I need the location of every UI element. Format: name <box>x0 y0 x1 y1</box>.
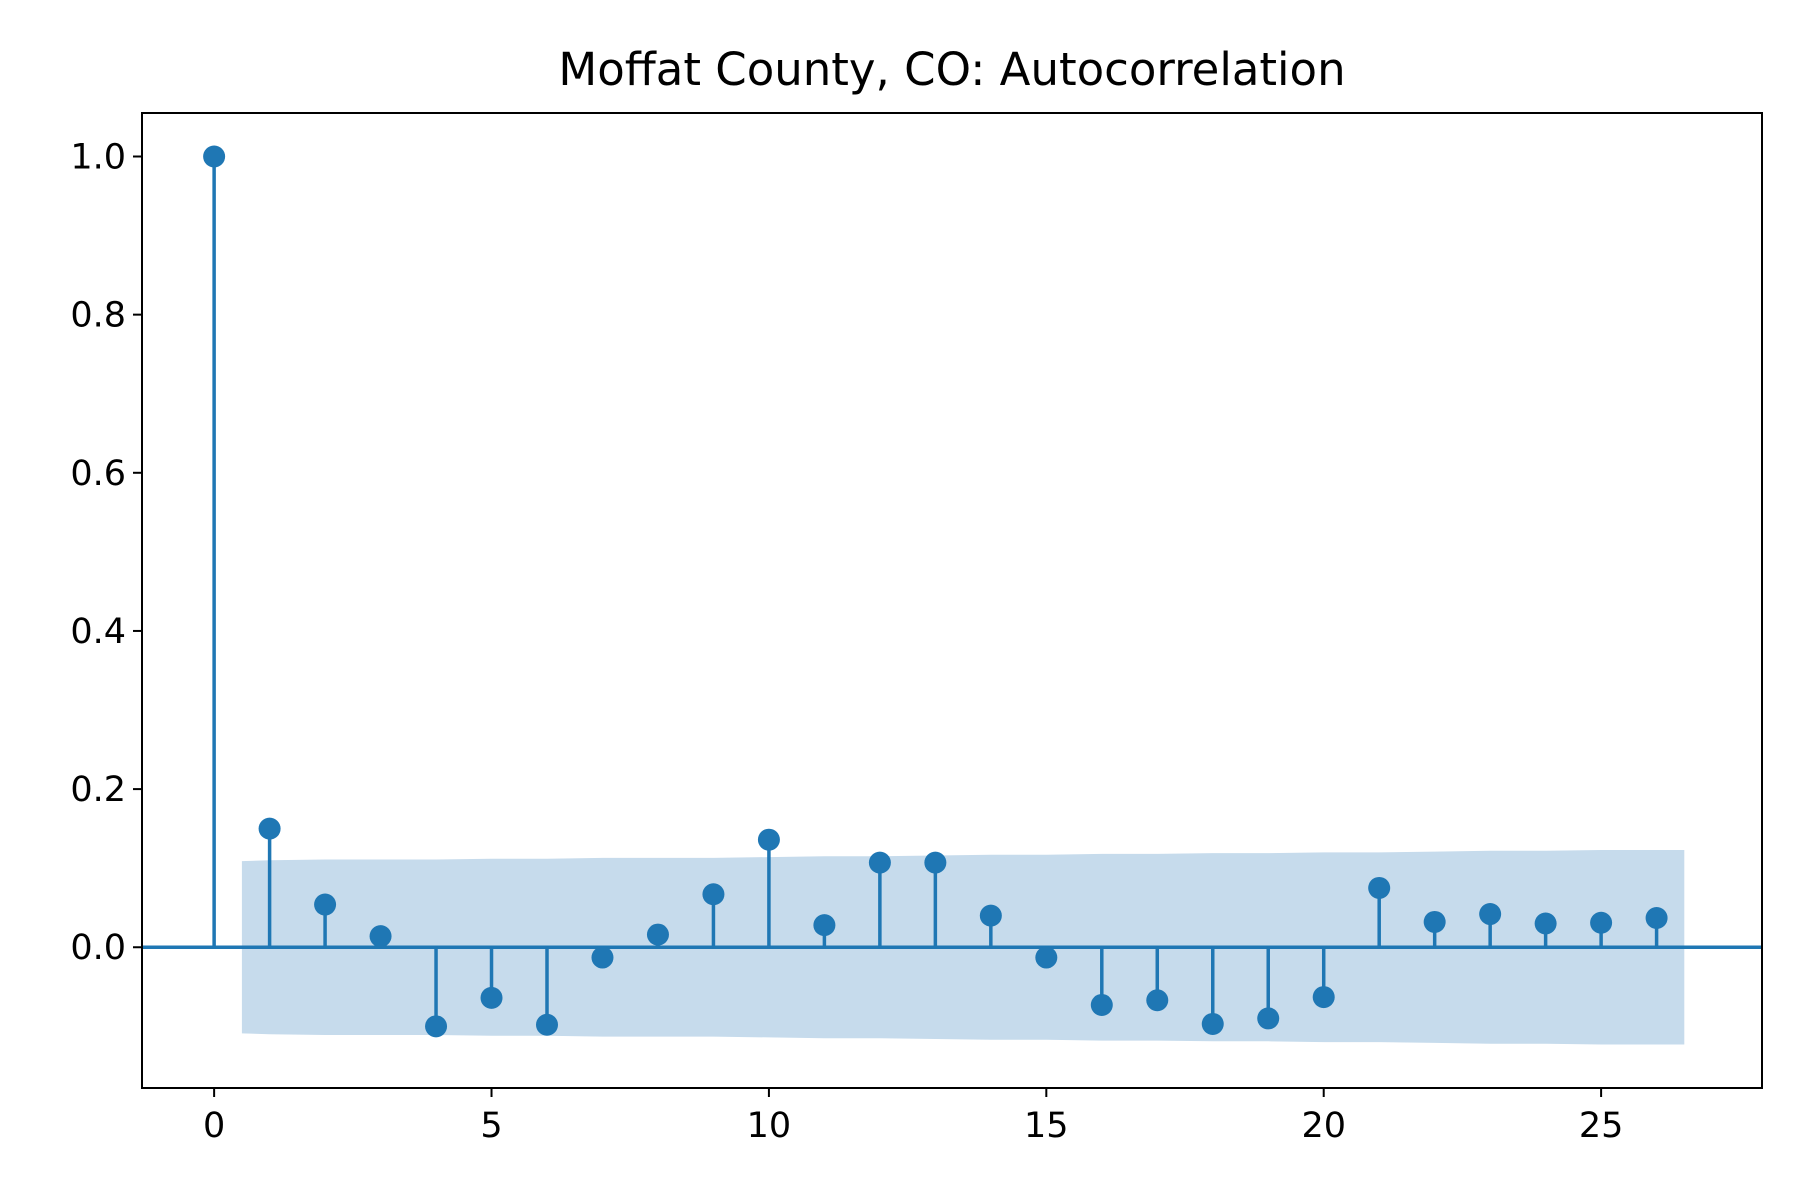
stem-marker <box>536 1013 558 1036</box>
x-axis-ticks: 0 5 10 15 20 25 <box>203 1088 1623 1146</box>
stem-marker <box>480 986 503 1009</box>
stem-marker <box>425 1015 448 1038</box>
stem-marker <box>369 925 392 948</box>
stem-marker <box>868 851 891 874</box>
stem-marker <box>1257 1007 1280 1030</box>
stem-marker <box>646 923 669 946</box>
stem-marker <box>757 828 780 851</box>
x-tick-label: 15 <box>1024 1106 1069 1146</box>
stem-marker <box>1312 986 1335 1009</box>
stem-marker <box>1146 989 1169 1012</box>
x-tick-label: 25 <box>1579 1106 1624 1146</box>
y-tick-label: 0.2 <box>70 770 126 810</box>
stem-marker <box>702 883 725 906</box>
stem-marker <box>1479 903 1502 926</box>
stem-layer <box>203 145 1668 1038</box>
stem-marker <box>1201 1012 1224 1035</box>
y-tick-label: 1.0 <box>70 137 126 177</box>
stem-marker <box>203 145 226 168</box>
stem-marker <box>1090 993 1113 1016</box>
stem-marker <box>314 893 337 916</box>
chart-title: Moffat County, CO: Autocorrelation <box>558 43 1345 96</box>
stem-marker <box>1590 911 1613 934</box>
y-axis-ticks: 0.0 0.2 0.4 0.6 0.8 1.0 <box>70 137 142 968</box>
stem-marker <box>979 904 1002 927</box>
stem-marker <box>1645 906 1668 929</box>
stem-marker <box>1534 912 1557 935</box>
stem-marker <box>258 817 281 840</box>
stem-marker <box>591 946 614 969</box>
stem-marker <box>813 914 836 937</box>
stem-marker <box>1423 910 1446 933</box>
x-tick-label: 5 <box>480 1106 502 1146</box>
stem-marker <box>924 851 947 874</box>
x-tick-label: 0 <box>203 1106 225 1146</box>
x-tick-label: 20 <box>1301 1106 1346 1146</box>
stem-marker <box>1035 946 1058 969</box>
y-tick-label: 0.0 <box>70 928 126 968</box>
y-tick-label: 0.4 <box>70 612 126 652</box>
y-tick-label: 0.6 <box>70 454 126 494</box>
y-tick-label: 0.8 <box>70 296 126 336</box>
plot-frame <box>141 112 1763 1089</box>
stem-marker <box>1368 876 1391 899</box>
x-tick-label: 10 <box>747 1106 792 1146</box>
